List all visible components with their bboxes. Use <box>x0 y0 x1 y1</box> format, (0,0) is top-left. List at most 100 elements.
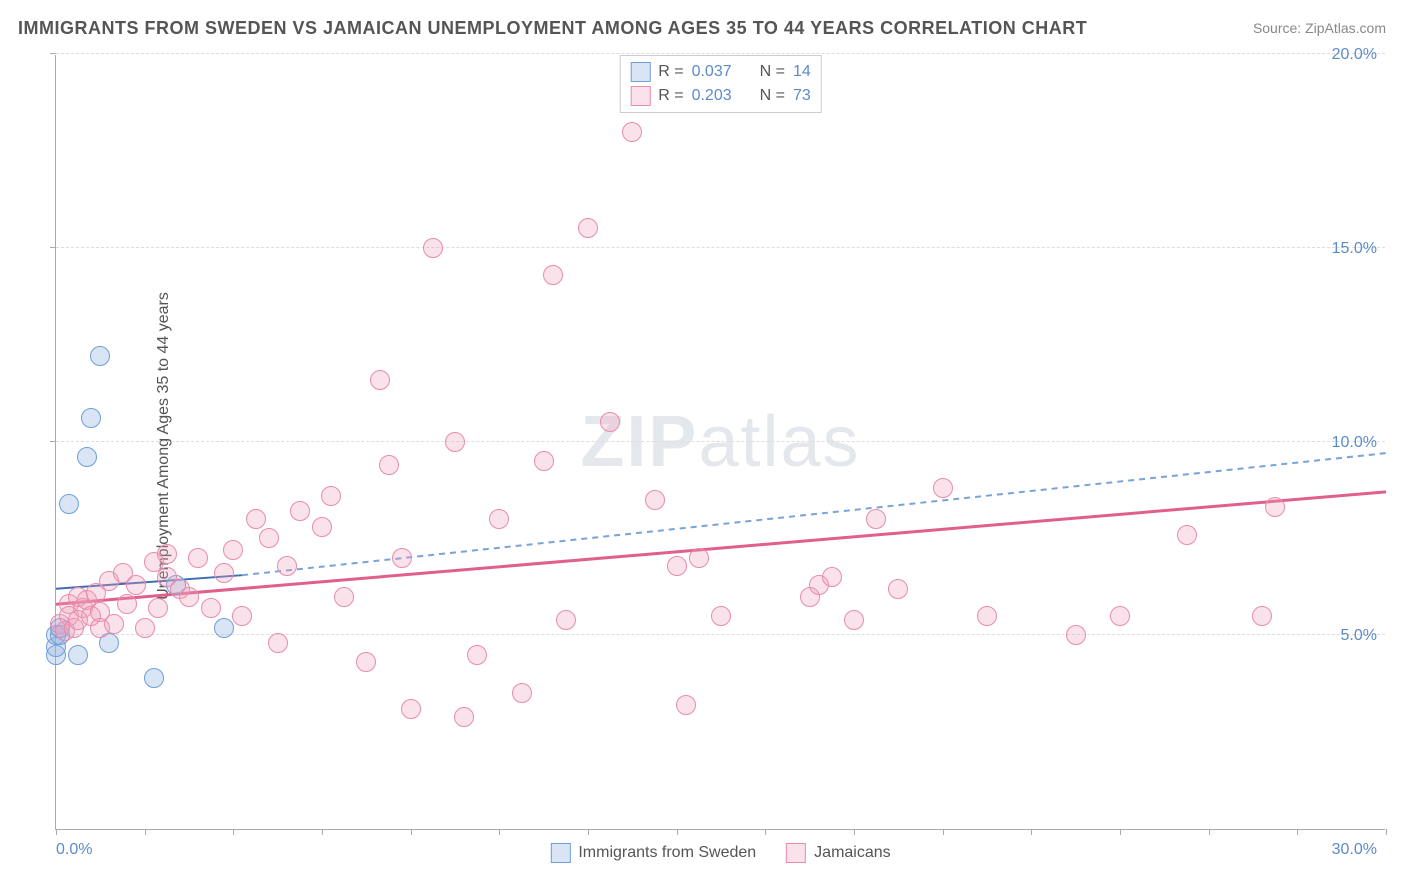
x-tick <box>411 829 412 835</box>
legend-swatch-jamaicans <box>630 86 650 106</box>
x-tick <box>588 829 589 835</box>
data-point-jamaicans <box>888 579 908 599</box>
legend-correlation: R =0.037N =14R =0.203N =73 <box>619 55 822 113</box>
y-tick <box>50 247 56 248</box>
data-point-jamaicans <box>392 548 412 568</box>
legend-correlation-row-sweden: R = 0.037 N = 14 <box>630 60 811 84</box>
data-point-jamaicans <box>312 517 332 537</box>
data-point-jamaicans <box>844 610 864 630</box>
data-point-jamaicans <box>268 633 288 653</box>
trend-line-dashed-sweden <box>242 453 1386 575</box>
chart-title: IMMIGRANTS FROM SWEDEN VS JAMAICAN UNEMP… <box>18 18 1087 39</box>
grid-line <box>56 634 1385 635</box>
legend-series-label-sweden: Immigrants from Sweden <box>578 844 756 862</box>
data-point-jamaicans <box>866 509 886 529</box>
data-point-jamaicans <box>467 645 487 665</box>
data-point-jamaicans <box>1252 606 1272 626</box>
data-point-jamaicans <box>822 567 842 587</box>
grid-line <box>56 247 1385 248</box>
legend-correlation-row-jamaicans: R =0.203N =73 <box>630 84 811 108</box>
data-point-jamaicans <box>622 122 642 142</box>
data-point-jamaicans <box>543 265 563 285</box>
x-tick <box>56 829 57 835</box>
data-point-jamaicans <box>126 575 146 595</box>
x-tick-label: 30.0% <box>1332 841 1377 859</box>
source-label: Source: ZipAtlas.com <box>1253 20 1386 36</box>
grid-line <box>56 53 1385 54</box>
trend-lines-svg <box>56 54 1386 829</box>
data-point-jamaicans <box>148 598 168 618</box>
data-point-jamaicans <box>711 606 731 626</box>
data-point-sweden <box>77 447 97 467</box>
x-tick <box>233 829 234 835</box>
legend-series: Immigrants from Sweden Jamaicans <box>550 843 890 863</box>
legend-series-label-jamaicans: Jamaicans <box>814 844 890 862</box>
data-point-jamaicans <box>370 370 390 390</box>
data-point-jamaicans <box>933 478 953 498</box>
legend-swatch-sweden <box>630 62 650 82</box>
data-point-jamaicans <box>512 683 532 703</box>
data-point-jamaicans <box>214 563 234 583</box>
chart-container: IMMIGRANTS FROM SWEDEN VS JAMAICAN UNEMP… <box>0 0 1406 892</box>
legend-swatch-jamaicans <box>786 843 806 863</box>
trend-line-sweden <box>56 575 242 589</box>
x-tick <box>1297 829 1298 835</box>
data-point-jamaicans <box>1265 497 1285 517</box>
data-point-jamaicans <box>578 218 598 238</box>
x-tick <box>765 829 766 835</box>
data-point-jamaicans <box>645 490 665 510</box>
legend-r-value-jamaicans: 0.203 <box>692 87 732 105</box>
x-tick <box>1031 829 1032 835</box>
data-point-jamaicans <box>259 528 279 548</box>
y-tick-label: 5.0% <box>1341 627 1377 645</box>
data-point-jamaicans <box>1066 625 1086 645</box>
x-tick <box>677 829 678 835</box>
x-tick <box>943 829 944 835</box>
data-point-jamaicans <box>1177 525 1197 545</box>
data-point-jamaicans <box>246 509 266 529</box>
data-point-jamaicans <box>534 451 554 471</box>
data-point-jamaicans <box>334 587 354 607</box>
legend-swatch-sweden <box>550 843 570 863</box>
y-tick-label: 20.0% <box>1332 46 1377 64</box>
x-tick <box>499 829 500 835</box>
x-tick-label: 0.0% <box>56 841 92 859</box>
x-tick <box>854 829 855 835</box>
legend-n-value-sweden: 14 <box>793 63 811 81</box>
plot-area: ZIPatlas R =0.037N =14R =0.203N =73 Immi… <box>55 55 1385 830</box>
watermark: ZIPatlas <box>580 401 860 483</box>
x-tick <box>1386 829 1387 835</box>
watermark-rest: atlas <box>698 402 860 482</box>
y-tick <box>50 53 56 54</box>
legend-r-label: R = <box>658 87 683 105</box>
data-point-sweden <box>68 645 88 665</box>
x-tick <box>1209 829 1210 835</box>
data-point-jamaicans <box>201 598 221 618</box>
legend-n-label: N = <box>760 63 785 81</box>
x-tick <box>322 829 323 835</box>
x-tick <box>1120 829 1121 835</box>
data-point-jamaicans <box>977 606 997 626</box>
data-point-sweden <box>59 494 79 514</box>
legend-r-value-sweden: 0.037 <box>692 63 732 81</box>
data-point-jamaicans <box>179 587 199 607</box>
data-point-jamaicans <box>135 618 155 638</box>
x-tick <box>145 829 146 835</box>
data-point-jamaicans <box>445 432 465 452</box>
legend-r-label: R = <box>658 63 683 81</box>
watermark-bold: ZIP <box>580 402 698 482</box>
data-point-jamaicans <box>1110 606 1130 626</box>
legend-series-item-jamaicans: Jamaicans <box>786 843 890 863</box>
data-point-jamaicans <box>556 610 576 630</box>
data-point-jamaicans <box>117 594 137 614</box>
data-point-jamaicans <box>489 509 509 529</box>
data-point-jamaicans <box>232 606 252 626</box>
data-point-jamaicans <box>277 556 297 576</box>
data-point-sweden <box>144 668 164 688</box>
legend-n-value-jamaicans: 73 <box>793 87 811 105</box>
data-point-jamaicans <box>423 238 443 258</box>
data-point-jamaicans <box>188 548 208 568</box>
data-point-jamaicans <box>379 455 399 475</box>
data-point-jamaicans <box>157 544 177 564</box>
grid-line <box>56 441 1385 442</box>
